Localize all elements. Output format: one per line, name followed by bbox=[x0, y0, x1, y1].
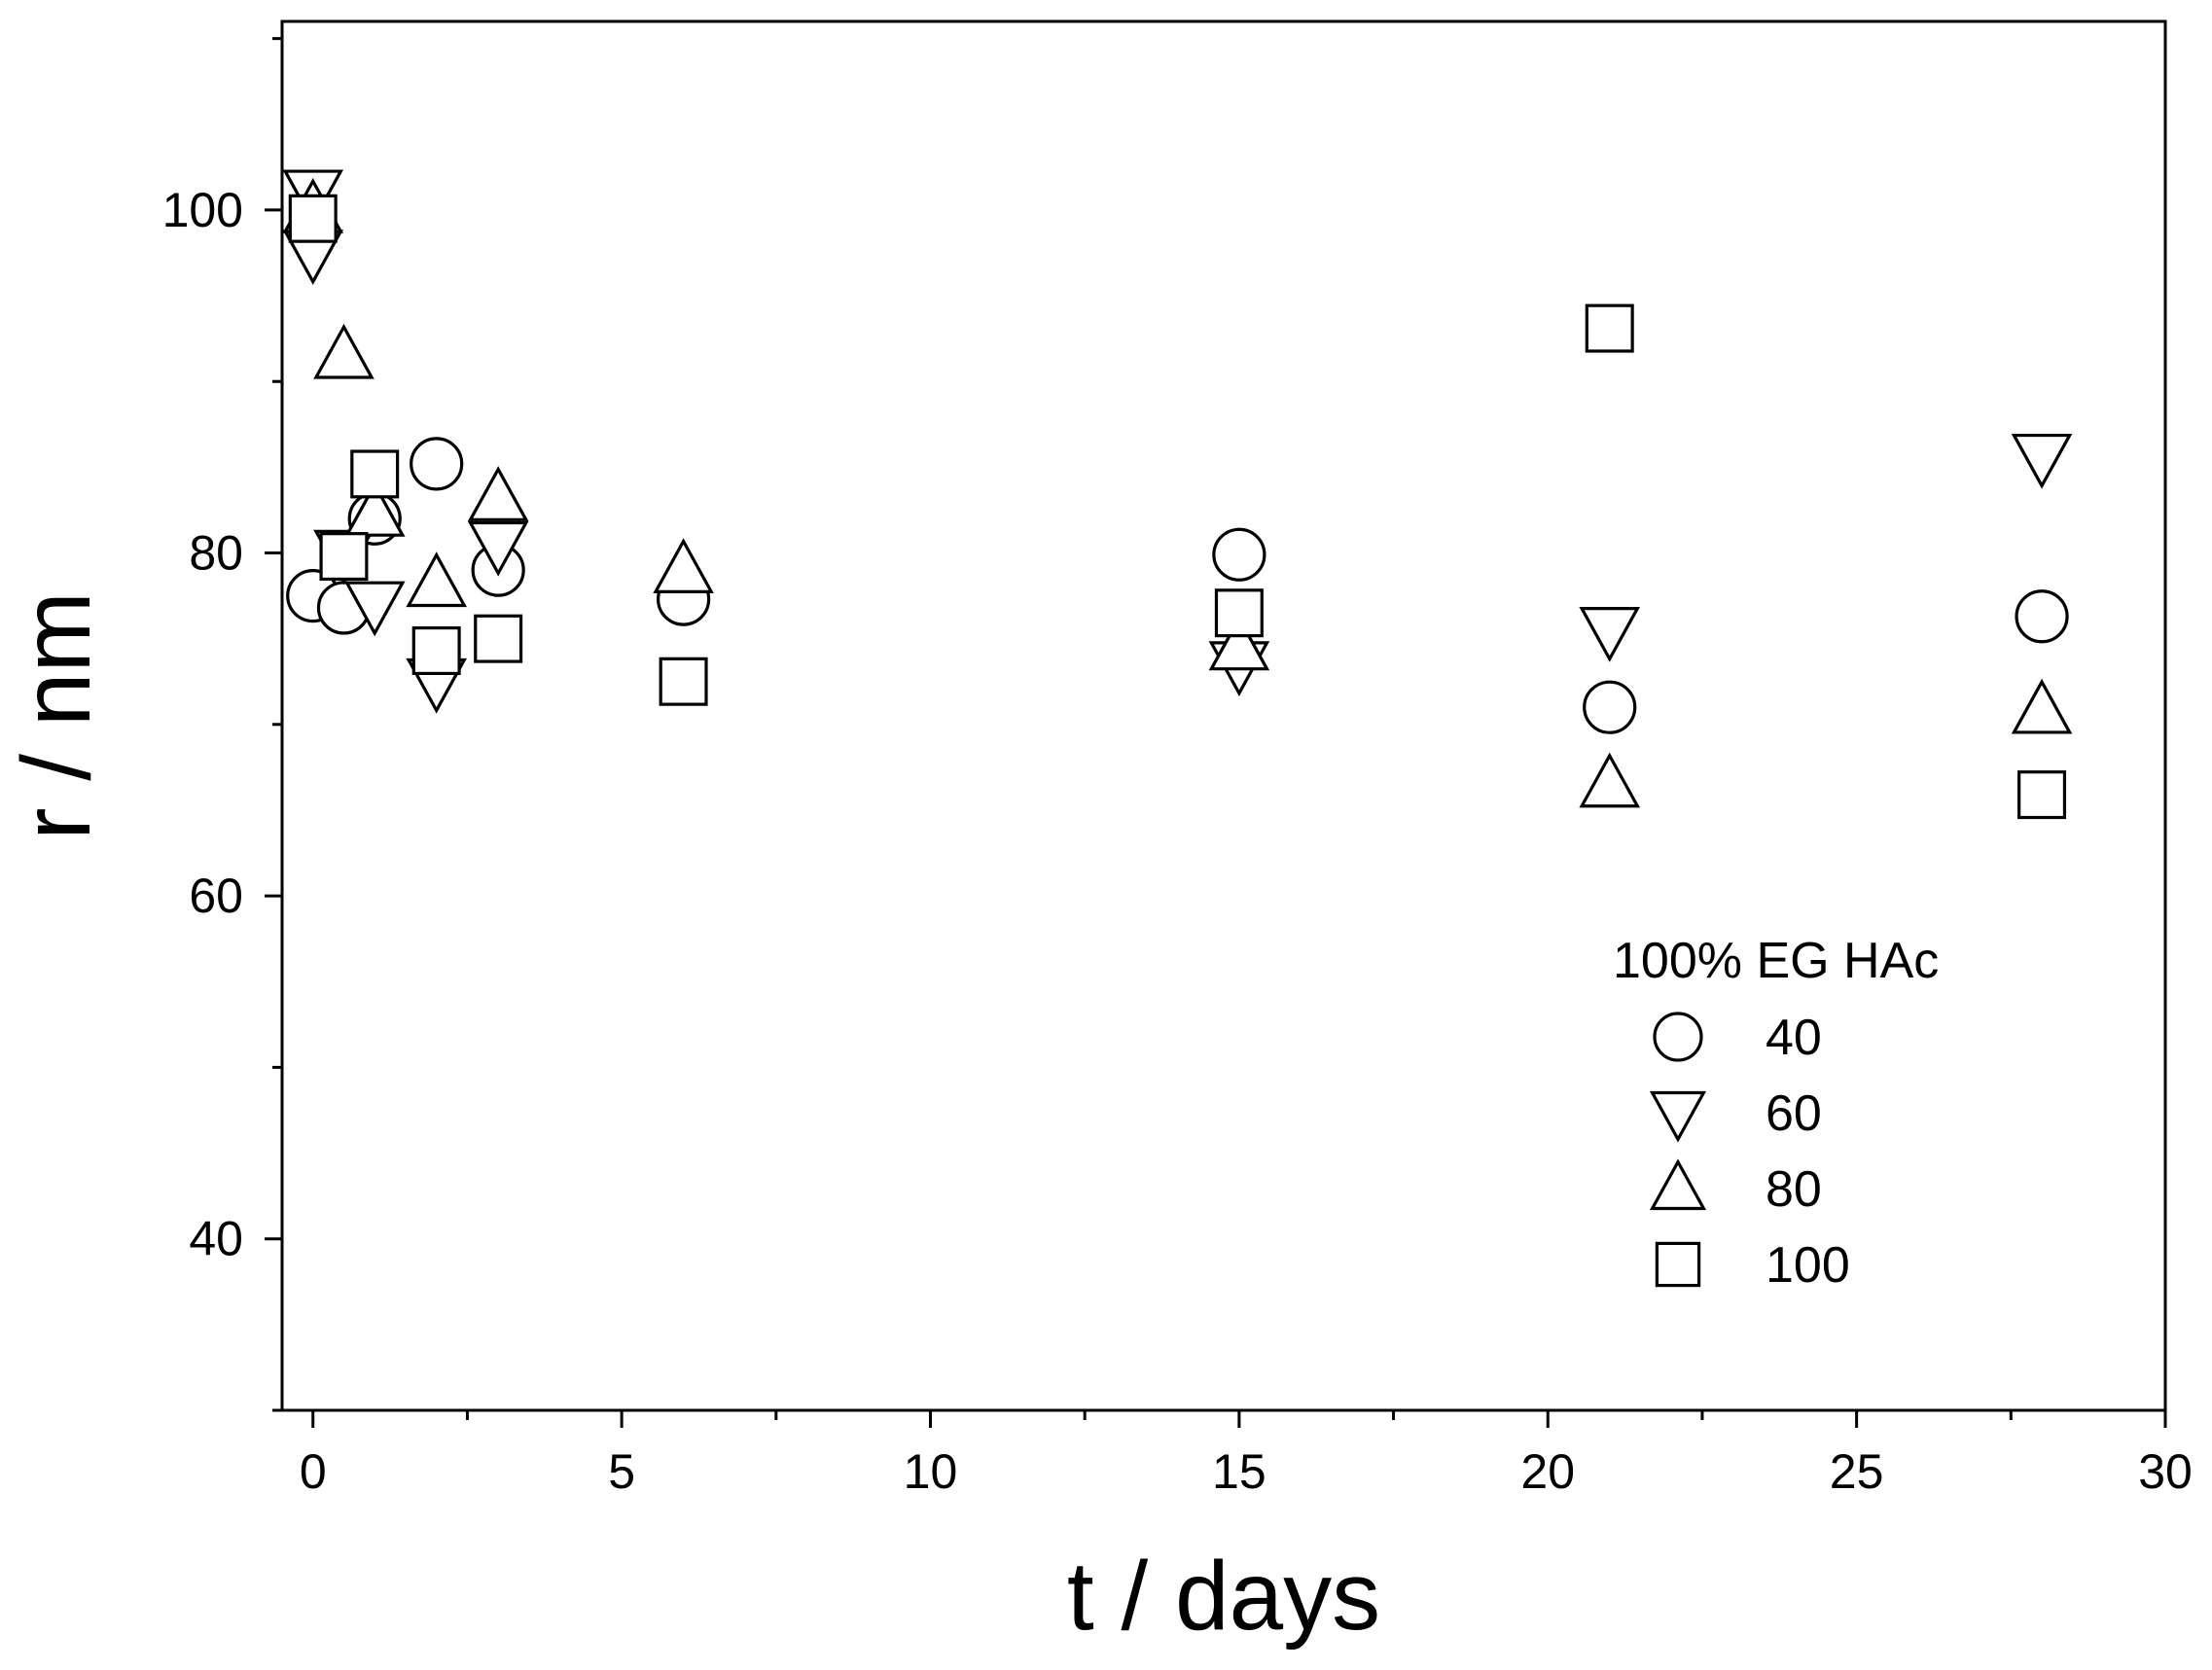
point-80-1 bbox=[313, 323, 375, 379]
y-tick-label-60: 60 bbox=[189, 869, 243, 923]
axes: 0 5 10 15 20 25 30 40 60 80 100 bbox=[162, 19, 2193, 1499]
point-80-8 bbox=[2011, 678, 2073, 734]
plot-frame bbox=[280, 19, 2167, 1412]
x-tick-label-0: 0 bbox=[300, 1444, 327, 1499]
point-60-5 bbox=[467, 520, 529, 577]
point-80-3 bbox=[406, 551, 467, 608]
legend-label-100: 100 bbox=[1766, 1237, 1850, 1294]
x-tick-label-5: 5 bbox=[608, 1444, 635, 1499]
point-60-8 bbox=[2011, 433, 2073, 489]
y-tick-label-100: 100 bbox=[162, 183, 243, 237]
legend-marker-100 bbox=[1655, 1241, 1701, 1288]
x-tick-label-20: 20 bbox=[1520, 1444, 1575, 1499]
point-40-7 bbox=[1583, 680, 1637, 734]
legend-label-80: 80 bbox=[1766, 1161, 1822, 1218]
y-tick-label-80: 80 bbox=[189, 526, 243, 581]
point-100-4 bbox=[474, 614, 523, 663]
point-80-7 bbox=[1579, 752, 1641, 808]
point-100-5 bbox=[659, 657, 708, 706]
point-100-3 bbox=[411, 626, 461, 676]
point-60-7 bbox=[1579, 607, 1641, 662]
point-100-0 bbox=[288, 194, 338, 243]
point-80-5 bbox=[653, 538, 714, 593]
legend-marker-60 bbox=[1649, 1090, 1707, 1143]
point-100-8 bbox=[2017, 770, 2067, 820]
point-80-4 bbox=[467, 466, 529, 521]
x-tick-label-15: 15 bbox=[1212, 1444, 1267, 1499]
point-100-2 bbox=[350, 449, 400, 499]
point-40-8 bbox=[2015, 589, 2069, 644]
point-100-7 bbox=[1585, 303, 1634, 353]
data-markers bbox=[282, 169, 2073, 820]
legend-label-40: 40 bbox=[1766, 1010, 1822, 1066]
point-40-6 bbox=[1212, 527, 1267, 582]
point-80-6 bbox=[1208, 615, 1270, 671]
y-tick-label-40: 40 bbox=[189, 1212, 243, 1266]
x-axis-title: t / days bbox=[1067, 1542, 1380, 1651]
x-tick-label-10: 10 bbox=[904, 1444, 958, 1499]
y-axis-title: r / nm bbox=[2, 591, 111, 840]
x-tick-label-30: 30 bbox=[2138, 1444, 2193, 1499]
point-60-3 bbox=[343, 581, 406, 637]
point-100-1 bbox=[319, 532, 369, 582]
point-80-2 bbox=[343, 481, 406, 537]
point-100-6 bbox=[1214, 588, 1264, 638]
legend-marker-80 bbox=[1649, 1158, 1707, 1211]
x-tick-label-25: 25 bbox=[1830, 1444, 1884, 1499]
legend-title: 100% EG HAc bbox=[1613, 933, 1939, 989]
legend-marker-40 bbox=[1653, 1012, 1703, 1062]
point-40-3 bbox=[410, 437, 464, 491]
legend: 100% EG HAc 40 60 80 100 bbox=[1613, 933, 1939, 1294]
legend-label-60: 60 bbox=[1766, 1085, 1822, 1142]
